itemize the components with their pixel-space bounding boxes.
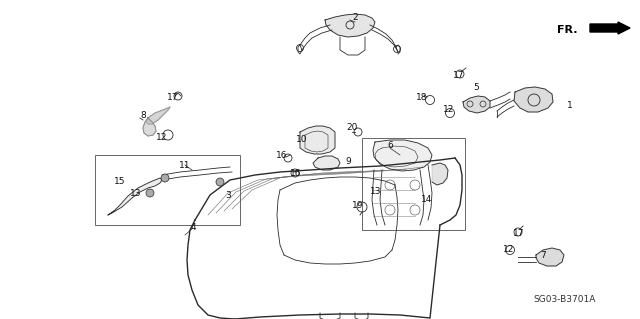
Text: FR.: FR. (557, 25, 578, 35)
Text: 19: 19 (352, 201, 364, 210)
Text: 12: 12 (503, 246, 515, 255)
Text: 13: 13 (131, 189, 141, 197)
Text: 2: 2 (352, 13, 358, 23)
Text: 18: 18 (416, 93, 428, 101)
Text: 13: 13 (371, 188, 381, 197)
Circle shape (161, 174, 169, 182)
Bar (95, 155, 240, 225)
Text: 20: 20 (346, 123, 358, 132)
Text: SG03-B3701A: SG03-B3701A (534, 295, 596, 305)
Text: 17: 17 (513, 228, 525, 238)
Text: 3: 3 (225, 190, 231, 199)
FancyArrow shape (590, 22, 630, 34)
Text: 17: 17 (167, 93, 179, 102)
Circle shape (216, 178, 224, 186)
Text: 17: 17 (453, 70, 465, 79)
Polygon shape (514, 87, 553, 112)
Circle shape (146, 189, 154, 197)
Text: 14: 14 (421, 196, 433, 204)
Text: 6: 6 (387, 140, 393, 150)
Text: 4: 4 (190, 224, 196, 233)
Polygon shape (432, 163, 448, 185)
Polygon shape (146, 107, 170, 124)
Text: 11: 11 (179, 160, 191, 169)
Text: 5: 5 (473, 84, 479, 93)
Text: 1: 1 (567, 100, 573, 109)
Polygon shape (536, 248, 564, 266)
Text: 15: 15 (115, 177, 125, 187)
Polygon shape (325, 14, 375, 37)
Polygon shape (108, 178, 162, 215)
Text: 16: 16 (291, 168, 301, 177)
Text: 12: 12 (156, 133, 168, 143)
Text: 16: 16 (276, 152, 288, 160)
Polygon shape (463, 96, 490, 113)
Text: 7: 7 (540, 250, 546, 259)
Text: 10: 10 (296, 136, 308, 145)
Text: 8: 8 (140, 110, 146, 120)
Bar (362, 138, 465, 230)
Text: 9: 9 (345, 158, 351, 167)
Polygon shape (300, 126, 335, 154)
Polygon shape (143, 118, 156, 136)
Text: 12: 12 (444, 106, 454, 115)
Polygon shape (373, 140, 432, 171)
Polygon shape (313, 156, 340, 170)
